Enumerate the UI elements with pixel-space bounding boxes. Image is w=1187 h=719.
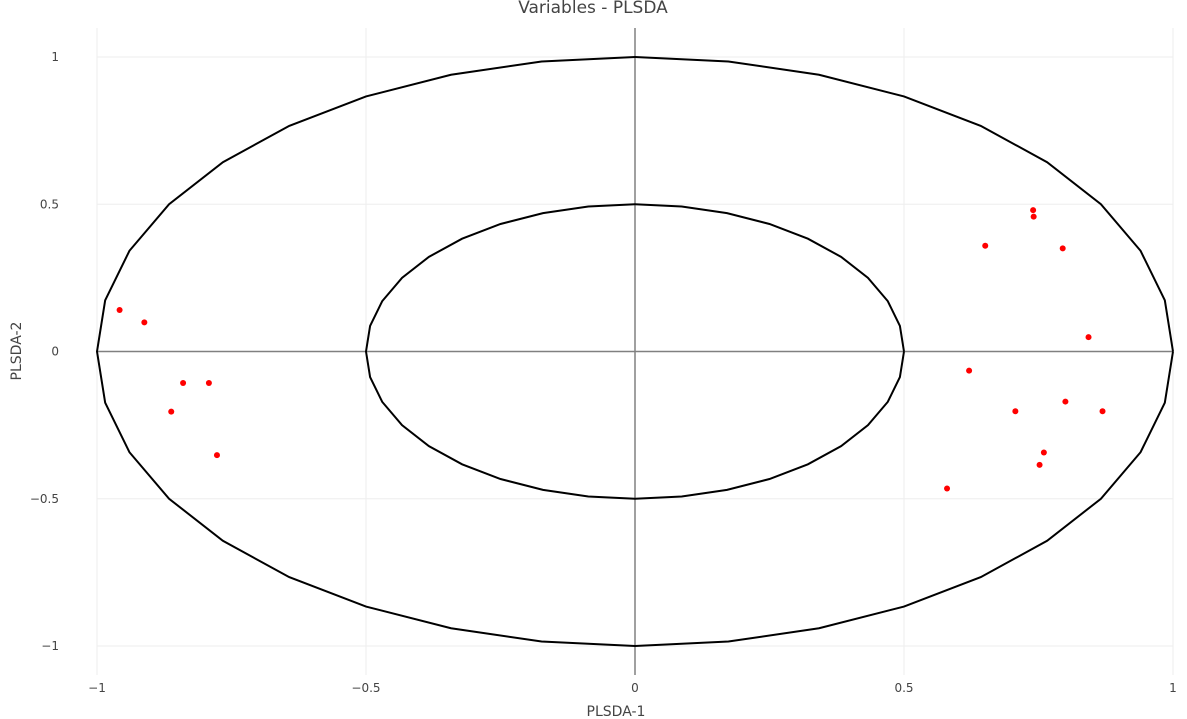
y-tick-label: −0.5	[30, 492, 59, 506]
data-point[interactable]	[213, 452, 220, 459]
points	[116, 207, 1106, 492]
x-tick-label: 0.5	[894, 681, 913, 695]
x-axis-title: PLSDA-1	[587, 704, 646, 719]
circle-radius-1	[95, 55, 1174, 648]
x-tick-label: 1	[1169, 681, 1177, 695]
x-tick-labels: −1 −0.5 0 0.5 1	[88, 681, 1177, 695]
y-tick-label: 0	[51, 345, 59, 359]
data-point[interactable]	[1036, 461, 1043, 468]
correlation-circles	[95, 55, 1174, 648]
data-point[interactable]	[982, 242, 989, 249]
data-point[interactable]	[1062, 398, 1069, 405]
data-point[interactable]	[141, 319, 148, 326]
data-point[interactable]	[1085, 334, 1092, 341]
data-point[interactable]	[966, 367, 973, 374]
data-point[interactable]	[1030, 207, 1037, 214]
data-point[interactable]	[168, 408, 175, 415]
y-tick-label: −1	[41, 639, 59, 653]
data-point[interactable]	[205, 380, 212, 387]
data-point[interactable]	[1030, 213, 1037, 220]
data-point[interactable]	[944, 485, 951, 492]
y-tick-labels: −1 −0.5 0 0.5 1	[30, 50, 59, 653]
y-tick-label: 1	[51, 50, 59, 64]
data-point[interactable]	[1099, 408, 1106, 415]
y-tick-label: 0.5	[40, 197, 59, 211]
x-tick-label: −0.5	[351, 681, 380, 695]
data-point[interactable]	[1040, 449, 1047, 456]
data-point[interactable]	[1059, 245, 1066, 252]
circle-radius-0-5	[364, 203, 905, 500]
x-tick-label: 0	[631, 681, 639, 695]
data-point[interactable]	[116, 306, 123, 313]
data-point[interactable]	[1012, 408, 1019, 415]
zero-lines	[97, 28, 1173, 675]
data-point[interactable]	[180, 380, 187, 387]
x-tick-label: −1	[88, 681, 106, 695]
y-axis-title: PLSDA-2	[9, 322, 25, 381]
chart-title: Variables - PLSDA	[518, 0, 668, 18]
